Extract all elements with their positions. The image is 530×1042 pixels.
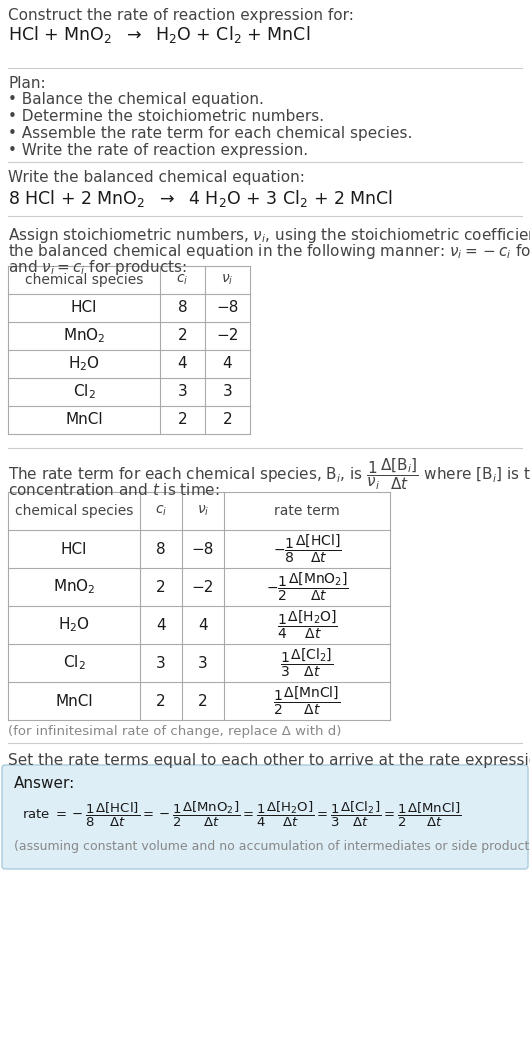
Text: Construct the rate of reaction expression for:: Construct the rate of reaction expressio… — [8, 8, 354, 23]
Text: Cl$_2$: Cl$_2$ — [73, 382, 95, 401]
Text: (for infinitesimal rate of change, replace Δ with d): (for infinitesimal rate of change, repla… — [8, 725, 341, 738]
Text: $-\dfrac{1}{8}$$\dfrac{\Delta[\mathrm{HCl}]}{\Delta t}$: $-\dfrac{1}{8}$$\dfrac{\Delta[\mathrm{HC… — [273, 532, 341, 565]
Text: 2: 2 — [178, 328, 187, 344]
Text: (assuming constant volume and no accumulation of intermediates or side products): (assuming constant volume and no accumul… — [14, 840, 530, 853]
Text: rate term: rate term — [274, 504, 340, 518]
Text: H$_2$O: H$_2$O — [68, 354, 100, 373]
Text: −2: −2 — [216, 328, 238, 344]
Text: 2: 2 — [178, 413, 187, 427]
Text: and $\nu_i = c_i$ for products:: and $\nu_i = c_i$ for products: — [8, 258, 187, 277]
Text: chemical species: chemical species — [15, 504, 133, 518]
Text: 2: 2 — [156, 579, 166, 595]
Text: • Balance the chemical equation.: • Balance the chemical equation. — [8, 92, 264, 107]
Text: Cl$_2$: Cl$_2$ — [63, 653, 85, 672]
Text: concentration and $t$ is time:: concentration and $t$ is time: — [8, 482, 220, 498]
Text: MnCl: MnCl — [65, 413, 103, 427]
Text: • Determine the stoichiometric numbers.: • Determine the stoichiometric numbers. — [8, 109, 324, 124]
Text: $\dfrac{1}{2}$$\dfrac{\Delta[\mathrm{MnCl}]}{\Delta t}$: $\dfrac{1}{2}$$\dfrac{\Delta[\mathrm{MnC… — [273, 685, 341, 717]
Text: Answer:: Answer: — [14, 776, 75, 791]
Text: Write the balanced chemical equation:: Write the balanced chemical equation: — [8, 170, 305, 185]
Text: $c_i$: $c_i$ — [176, 273, 189, 288]
Text: $c_i$: $c_i$ — [155, 503, 167, 518]
Text: Set the rate terms equal to each other to arrive at the rate expression:: Set the rate terms equal to each other t… — [8, 753, 530, 768]
Text: 4: 4 — [156, 618, 166, 632]
Text: MnO$_2$: MnO$_2$ — [63, 326, 105, 345]
Text: 3: 3 — [156, 655, 166, 670]
Text: $\nu_i$: $\nu_i$ — [222, 273, 234, 288]
Text: HCl: HCl — [71, 300, 97, 316]
Text: $\nu_i$: $\nu_i$ — [197, 503, 209, 518]
Text: • Assemble the rate term for each chemical species.: • Assemble the rate term for each chemic… — [8, 126, 412, 141]
Text: 4: 4 — [178, 356, 187, 372]
Text: 4: 4 — [223, 356, 232, 372]
Text: $\dfrac{1}{4}$$\dfrac{\Delta[\mathrm{H_2O}]}{\Delta t}$: $\dfrac{1}{4}$$\dfrac{\Delta[\mathrm{H_2… — [277, 609, 338, 641]
Text: 2: 2 — [198, 694, 208, 709]
Text: 2: 2 — [156, 694, 166, 709]
Text: HCl: HCl — [61, 542, 87, 556]
Text: 8 HCl + 2 MnO$_2$  $\rightarrow$  4 H$_2$O + 3 Cl$_2$ + 2 MnCl: 8 HCl + 2 MnO$_2$ $\rightarrow$ 4 H$_2$O… — [8, 188, 393, 209]
Text: $-\dfrac{1}{2}$$\dfrac{\Delta[\mathrm{MnO}_2]}{\Delta t}$: $-\dfrac{1}{2}$$\dfrac{\Delta[\mathrm{Mn… — [266, 571, 348, 603]
Text: 3: 3 — [178, 384, 188, 399]
Text: 4: 4 — [198, 618, 208, 632]
Text: Plan:: Plan: — [8, 76, 46, 91]
Text: MnO$_2$: MnO$_2$ — [52, 577, 95, 596]
Text: 8: 8 — [178, 300, 187, 316]
Text: 3: 3 — [223, 384, 232, 399]
Text: −2: −2 — [192, 579, 214, 595]
Text: −8: −8 — [216, 300, 238, 316]
Text: Assign stoichiometric numbers, $\nu_i$, using the stoichiometric coefficients, $: Assign stoichiometric numbers, $\nu_i$, … — [8, 226, 530, 245]
Text: The rate term for each chemical species, B$_i$, is $\dfrac{1}{\nu_i}\dfrac{\Delt: The rate term for each chemical species,… — [8, 456, 530, 492]
Text: MnCl: MnCl — [55, 694, 93, 709]
Text: $\dfrac{1}{3}$$\dfrac{\Delta[\mathrm{Cl_2}]}{\Delta t}$: $\dfrac{1}{3}$$\dfrac{\Delta[\mathrm{Cl_… — [280, 647, 333, 679]
Text: rate $= -\dfrac{1}{8}\dfrac{\Delta[\mathrm{HCl}]}{\Delta t} = -\dfrac{1}{2}\dfra: rate $= -\dfrac{1}{8}\dfrac{\Delta[\math… — [22, 799, 461, 828]
Text: 8: 8 — [156, 542, 166, 556]
Text: 2: 2 — [223, 413, 232, 427]
Text: −8: −8 — [192, 542, 214, 556]
Text: the balanced chemical equation in the following manner: $\nu_i = -c_i$ for react: the balanced chemical equation in the fo… — [8, 242, 530, 260]
Text: • Write the rate of reaction expression.: • Write the rate of reaction expression. — [8, 143, 308, 158]
Text: 3: 3 — [198, 655, 208, 670]
Text: HCl + MnO$_2$  $\rightarrow$  H$_2$O + Cl$_2$ + MnCl: HCl + MnO$_2$ $\rightarrow$ H$_2$O + Cl$… — [8, 24, 310, 45]
Text: chemical species: chemical species — [25, 273, 143, 287]
FancyBboxPatch shape — [2, 765, 528, 869]
Text: H$_2$O: H$_2$O — [58, 616, 90, 635]
